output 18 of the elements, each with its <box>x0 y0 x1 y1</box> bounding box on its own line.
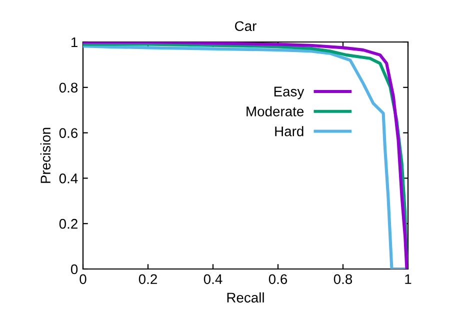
x-tick-label: 0.6 <box>268 274 288 284</box>
x-tick-label: 0.2 <box>138 274 157 284</box>
x-tick-label: 1 <box>405 274 412 284</box>
y-tick-label: 0 <box>70 264 78 274</box>
chart-title: Car <box>235 21 256 32</box>
x-tick-label: 0.8 <box>334 274 352 284</box>
y-tick-label: 0.8 <box>59 82 78 93</box>
legend-label: Moderate <box>246 106 304 116</box>
legend-label: Easy <box>274 86 304 100</box>
legend-label: Hard <box>275 126 304 136</box>
y-tick-label: 0.2 <box>59 218 78 229</box>
y-axis-title: Precision <box>40 128 51 183</box>
y-tick-label: 0.6 <box>59 128 78 138</box>
x-tick-label: 0 <box>80 274 86 284</box>
y-tick-label: 0.4 <box>59 174 78 184</box>
y-tick-label: 1 <box>71 37 78 48</box>
x-tick-label: 0.4 <box>204 274 222 284</box>
x-axis-title: Recall <box>227 292 264 303</box>
